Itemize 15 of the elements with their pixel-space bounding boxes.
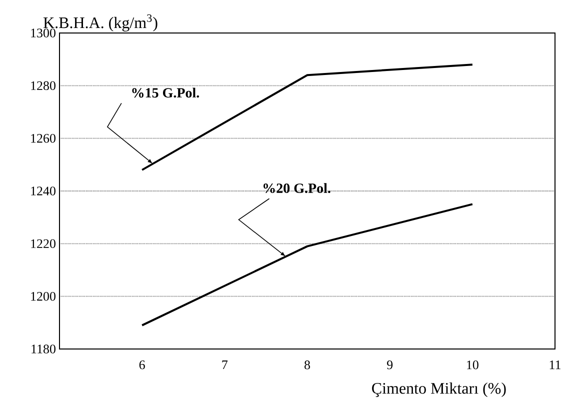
y-tick-label: 1180	[32, 344, 56, 354]
x-tick-label: 7	[222, 360, 228, 370]
x-tick-label: 8	[304, 360, 310, 370]
x-tick-label: 10	[467, 360, 478, 370]
y-tick-label: 1260	[31, 134, 56, 143]
x-tick-label: 9	[387, 360, 393, 370]
y-tick-label: 1280	[31, 81, 56, 90]
y-tick-label: 1220	[31, 239, 56, 248]
text: %20 G.Pol.	[264, 183, 330, 194]
x-tick-label: 6	[139, 360, 145, 370]
y-tick-label: 1240	[31, 186, 56, 196]
text: %15 G.Pol.	[132, 88, 200, 98]
x-axis-title: Çimento Miktarı (%)	[372, 382, 506, 398]
y-tick-label: 1200	[31, 292, 56, 301]
x-tick-label: 11	[550, 360, 560, 370]
